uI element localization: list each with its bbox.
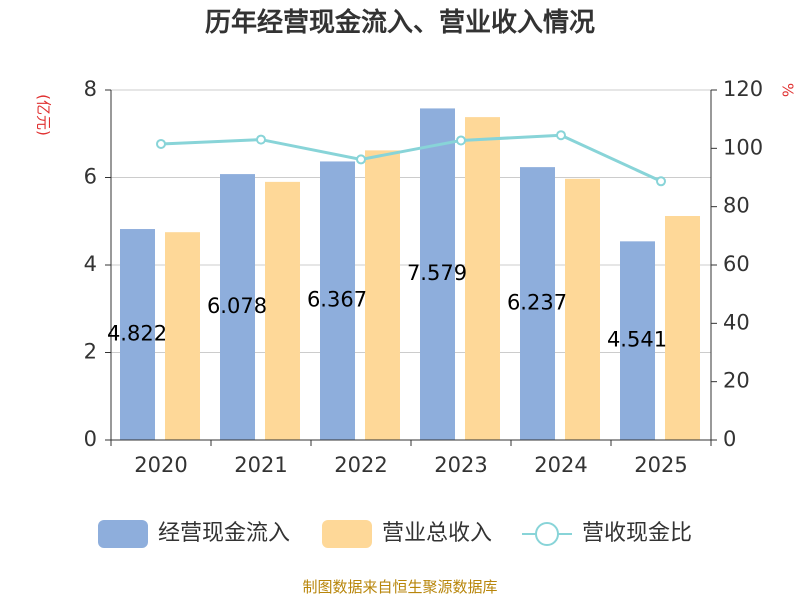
bar-cash-inflow <box>420 108 455 440</box>
bar-data-label: 6.078 <box>207 294 267 318</box>
right-axis-unit: % <box>779 83 797 97</box>
bar-data-label: 6.237 <box>507 291 567 315</box>
line-point <box>156 138 166 149</box>
bar-cash-inflow <box>520 167 555 440</box>
line-point <box>556 130 566 141</box>
bar-revenue <box>165 232 200 440</box>
right-tick-label: 40 <box>723 310 750 334</box>
bar-cash-inflow <box>120 229 155 440</box>
x-tick-label: 2024 <box>534 453 587 477</box>
right-tick-label: 60 <box>723 252 750 276</box>
legend-label-cash-inflow: 经营现金流入 <box>158 521 290 546</box>
bar-data-label: 6.367 <box>307 288 367 312</box>
line-ratio <box>160 133 662 183</box>
data-labels: 4.822 6.078 6.367 7.579 6.237 4.541 <box>107 261 667 351</box>
left-axis-unit: (亿元) <box>35 94 53 136</box>
x-tick-label: 2023 <box>434 453 487 477</box>
bar-marks <box>120 108 700 440</box>
right-tick-label: 100 <box>723 135 763 159</box>
bar-revenue <box>365 150 400 440</box>
right-tick-label: 20 <box>723 369 750 393</box>
line-point <box>456 135 466 146</box>
bar-revenue <box>565 178 600 440</box>
bar-revenue <box>265 181 300 440</box>
left-tick-label: 6 <box>84 165 97 189</box>
left-tick-label: 0 <box>84 427 97 451</box>
bar-data-label: 4.541 <box>607 328 667 352</box>
bar-cash-inflow <box>320 161 355 440</box>
bar-data-label: 4.822 <box>107 322 167 346</box>
x-tick-label: 2021 <box>234 453 287 477</box>
legend-label-revenue: 营业总收入 <box>382 521 492 546</box>
right-tick-label: 80 <box>723 194 750 218</box>
right-tick-label: 0 <box>723 427 736 451</box>
line-point <box>356 154 366 165</box>
line-point <box>656 176 666 187</box>
legend-label-ratio: 营收现金比 <box>582 521 692 546</box>
bar-revenue <box>665 216 700 440</box>
left-tick-label: 4 <box>84 252 97 276</box>
bar-cash-inflow <box>220 174 255 440</box>
left-tick-label: 2 <box>84 340 97 364</box>
line-point <box>256 134 266 145</box>
bar-data-label: 7.579 <box>407 261 467 285</box>
legend-swatch-cash-inflow <box>98 520 148 548</box>
legend-swatch-revenue <box>322 520 372 548</box>
chart-title: 历年经营现金流入、营业收入情况 <box>205 7 595 38</box>
line-series <box>156 130 666 187</box>
x-tick-label: 2025 <box>634 453 687 477</box>
legend: 经营现金流入 营业总收入 营收现金比 <box>98 520 692 548</box>
legend-swatch-ratio-marker <box>535 522 559 546</box>
bar-revenue <box>465 117 500 440</box>
x-tick-label: 2020 <box>134 453 187 477</box>
gridlines <box>111 89 711 353</box>
left-tick-label: 8 <box>84 77 97 101</box>
right-tick-label: 120 <box>723 77 763 101</box>
bar-cash-inflow <box>620 241 655 440</box>
source-note: 制图数据来自恒生聚源数据库 <box>302 578 497 596</box>
x-tick-label: 2022 <box>334 453 387 477</box>
